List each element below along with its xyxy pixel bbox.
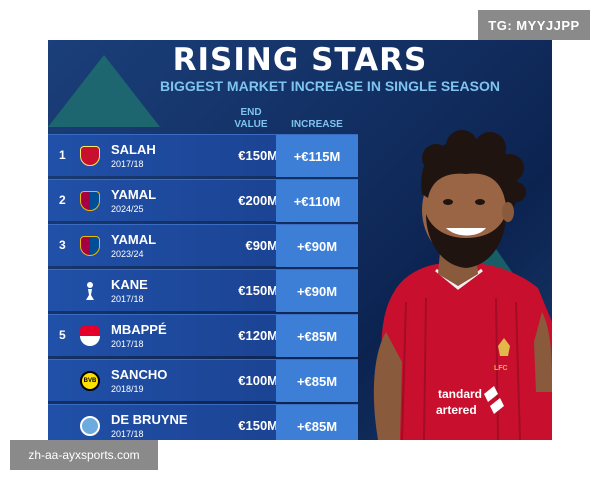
monaco-crest-icon <box>80 326 100 346</box>
site-watermark: zh-aa-ayxsports.com <box>10 440 158 470</box>
player-name: KANE <box>111 277 148 292</box>
increase-value: +€85M <box>276 405 358 440</box>
player-name: DE BRUYNE <box>111 412 188 427</box>
end-value: €120M <box>238 328 278 343</box>
liverpool-crest-icon <box>80 146 100 166</box>
table-row: DE BRUYNE 2017/18 €150M +€85M <box>48 404 358 440</box>
end-value: €90M <box>245 238 278 253</box>
end-value: €150M <box>238 148 278 163</box>
svg-text:artered: artered <box>436 403 477 417</box>
player-name: SANCHO <box>111 367 168 382</box>
decorative-triangle <box>48 55 160 127</box>
table-row: KANE 2017/18 €150M +€90M <box>48 269 358 312</box>
season: 2024/25 <box>111 204 144 214</box>
table-row: 1 SALAH 2017/18 €150M +€115M <box>48 134 358 177</box>
end-value: €150M <box>238 418 278 433</box>
table-row: BVB SANCHO 2018/19 €100M +€85M <box>48 359 358 402</box>
player-name: YAMAL <box>111 232 157 247</box>
player-name: YAMAL <box>111 187 157 202</box>
table-row: 2 YAMAL 2024/25 €200M +€110M <box>48 179 358 222</box>
season: 2023/24 <box>111 249 144 259</box>
telegram-watermark: TG: MYYJJPP <box>478 10 590 40</box>
increase-value: +€85M <box>276 360 358 402</box>
increase-value: +€85M <box>276 315 358 357</box>
season: 2017/18 <box>111 159 144 169</box>
rank-number: 1 <box>59 148 66 162</box>
increase-value: +€90M <box>276 225 358 267</box>
rank-number: 5 <box>59 328 66 342</box>
poster-subtitle: BIGGEST MARKET INCREASE IN SINGLE SEASON <box>160 78 500 94</box>
end-value: €100M <box>238 373 278 388</box>
table-row: 3 YAMAL 2023/24 €90M +€90M <box>48 224 358 267</box>
increase-value: +€110M <box>276 180 358 222</box>
man-city-crest-icon <box>80 416 100 436</box>
column-header-end-value: END VALUE <box>226 107 276 131</box>
salah-liverpool-photo: tandard artered LFC <box>373 130 552 440</box>
tottenham-crest-icon <box>80 281 100 301</box>
increase-value: +€90M <box>276 270 358 312</box>
column-header-end-value-text: END VALUE <box>234 107 268 130</box>
rank-number: 2 <box>59 193 66 207</box>
end-value: €200M <box>238 193 278 208</box>
season: 2018/19 <box>111 384 144 394</box>
season: 2017/18 <box>111 294 144 304</box>
end-value: €150M <box>238 283 278 298</box>
poster-title: RISING STARS <box>172 42 428 78</box>
table-row: 5 MBAPPÉ 2017/18 €120M +€85M <box>48 314 358 357</box>
column-header-increase: INCREASE <box>291 119 343 130</box>
barcelona-crest-icon <box>80 236 100 256</box>
season: 2017/18 <box>111 429 144 439</box>
season: 2017/18 <box>111 339 144 349</box>
barcelona-crest-icon <box>80 191 100 211</box>
rank-number: 3 <box>59 238 66 252</box>
rising-stars-poster: RISING STARS BIGGEST MARKET INCREASE IN … <box>48 40 552 440</box>
player-name: SALAH <box>111 142 156 157</box>
svg-text:LFC: LFC <box>494 365 508 372</box>
player-name: MBAPPÉ <box>111 322 167 337</box>
dortmund-crest-icon: BVB <box>80 371 100 391</box>
increase-value: +€115M <box>276 135 358 177</box>
svg-text:tandard: tandard <box>438 387 482 401</box>
